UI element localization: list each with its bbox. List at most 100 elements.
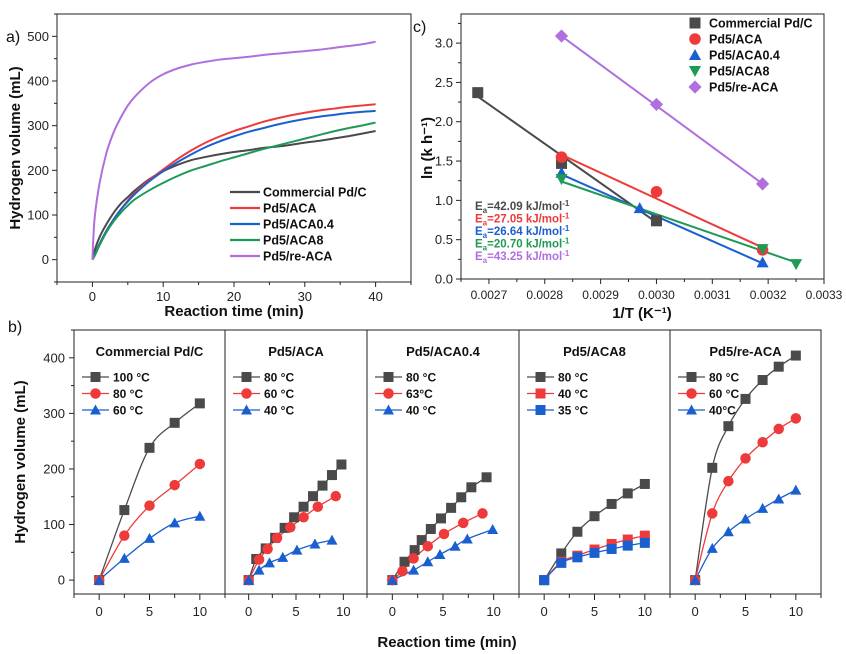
data-point [422,556,434,567]
x-tick-label: 0.0030 [638,288,675,302]
data-point [639,530,650,541]
data-point [572,552,583,563]
data-point [756,244,769,256]
data-point [722,526,734,537]
data-point [555,151,568,163]
subplot-title: Pd5/re-ACA [709,344,782,359]
x-tick-label: 0.0033 [806,288,843,302]
subplot-frame [366,329,520,595]
x-tick-label: 10 [193,604,207,619]
subplot-pd5-re-aca: 0 5 10 Pd5/re-ACA 80 °C 60 °C 40°C [669,329,822,619]
y-tick-label: 0 [58,573,65,588]
data-point [169,517,181,528]
data-point [790,259,803,271]
data-point [589,511,600,522]
panel-b-ylabel: Hydrogen volume (mL) [12,380,29,543]
x-tick-label: 5 [146,604,153,619]
legend-marker [383,372,394,382]
data-point [397,565,408,577]
legend-marker [383,404,394,415]
series-line-commercial-pd-c [91,130,376,260]
data-point [689,574,701,585]
ea-label: Ea=20.70 kJ/mol-1 [475,237,570,253]
data-point [458,517,469,529]
data-point [291,544,303,555]
y-tick-label: 0 [42,252,49,267]
data-point [555,174,568,186]
legend-label: Pd5/ACA8 [263,234,323,248]
series-line-pd5-aca [91,103,376,261]
panel-c-legend: Commercial Pd/C Pd5/ACA Pd5/ACA0.4 Pd5/ACA8… [688,17,813,95]
legend-label: 80 °C [406,371,436,385]
legend-label: 60 °C [264,387,294,401]
legend-label: Pd5/re-ACA [263,250,332,264]
legend-label: Pd5/ACA8 [709,65,769,79]
data-point [740,513,751,524]
data-point [740,453,751,464]
x-tick-label: 0.0028 [526,288,563,302]
fit-line [560,35,764,185]
data-point [336,459,347,470]
legend-marker [241,388,252,399]
data-point [757,437,768,448]
x-tick-label: 0.0032 [750,288,787,302]
y-tick-label: 500 [27,29,49,44]
legend-marker [688,80,702,94]
data-point [572,526,583,537]
panel-c-frame [460,13,825,280]
data-point [409,545,420,556]
legend-marker [689,33,701,45]
legend-marker [383,388,394,399]
data-point [330,490,342,502]
subplot-title: Commercial Pd/C [96,344,204,359]
fit-line [561,173,763,265]
legend-label: 63°C [406,387,433,401]
data-point [263,557,275,568]
panel-a-xlabel: Reaction time (min) [164,303,303,320]
data-point [707,508,718,519]
data-point [622,534,633,545]
data-point [556,557,567,568]
legend-label: 80 °C [709,371,739,385]
data-point [556,548,567,559]
data-point [308,491,319,502]
data-point [790,413,802,424]
x-tick-label: 5 [292,604,299,619]
data-point [449,540,461,551]
legend-marker [688,66,702,78]
panel-c-label: c) [413,19,426,36]
data-point [606,538,617,549]
panel-c-chart: c) 0.0027 0.0028 0.0029 0.0030 0.0031 0.0032 0… [413,13,843,322]
data-point [755,177,770,191]
x-tick-label: 10 [789,604,803,619]
data-point [487,524,499,535]
legend-marker [241,404,252,415]
panel-a-ylabel: Hydrogen volume (mL) [7,66,24,229]
data-point [386,574,398,585]
legend-label: 80 °C [558,371,588,385]
data-point [119,505,130,516]
y-tick-label: 2.0 [435,114,453,129]
ea-label: Ea=27.05 kJ/mol-1 [475,212,570,228]
subplot-pd5-aca8: 0 5 10 Pd5/ACA8 80 °C 40 °C 35 °C [518,329,671,619]
x-tick-label: 0 [692,604,699,619]
legend-label: 40 °C [558,387,588,401]
data-point [650,215,662,227]
panel-a-legend: Commercial Pd/C Pd5/ACA Pd5/ACA0.4 Pd5/ACA8… [230,186,367,264]
x-tick-label: 0 [541,604,548,619]
subplot-title: Pd5/ACA [268,344,324,359]
x-tick-label: 0 [96,604,103,619]
data-point [194,398,205,409]
data-point [262,543,273,555]
data-point [422,540,434,552]
x-tick-label: 10 [336,604,350,619]
data-point [790,484,802,495]
y-tick-label: 2.5 [435,75,453,90]
legend-label: Pd5/re-ACA [709,81,778,95]
x-tick-label: 0 [245,604,252,619]
panel-c-points [472,29,803,271]
legend-label: Commercial Pd/C [263,186,367,200]
